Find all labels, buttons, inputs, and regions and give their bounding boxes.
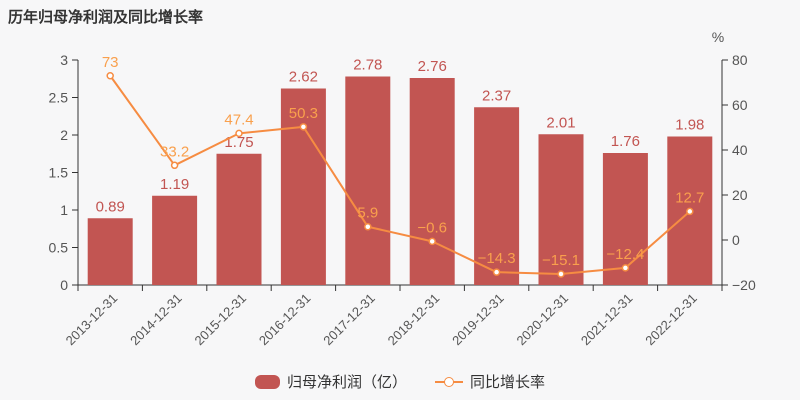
bar-value-label: 2.76 xyxy=(418,58,447,75)
legend-item-growth-rate[interactable]: 同比增长率 xyxy=(435,371,545,392)
bar[interactable] xyxy=(345,76,391,286)
line-series-swatch-icon xyxy=(435,375,463,389)
legend-label-net-profit: 归母净利润（亿） xyxy=(286,374,407,391)
left-axis-tick-label: 2.5 xyxy=(49,90,69,106)
bar-value-label: 1.76 xyxy=(611,133,640,150)
bar-series-swatch-icon xyxy=(254,374,280,389)
left-axis-tick-label: 1 xyxy=(60,202,68,218)
right-axis-unit-label: % xyxy=(712,29,724,45)
bar[interactable] xyxy=(602,153,648,285)
right-axis-tick-label: 60 xyxy=(732,97,748,113)
line-value-label: −12.4 xyxy=(606,246,644,263)
line-value-label: 73 xyxy=(102,54,119,71)
left-axis-tick-label: 2 xyxy=(60,127,68,143)
x-axis-label: 2018-12-31 xyxy=(385,291,443,349)
line-value-label: 12.7 xyxy=(675,189,704,206)
legend-label-growth-rate: 同比增长率 xyxy=(470,374,546,391)
bar[interactable] xyxy=(216,153,262,285)
line-point-marker[interactable] xyxy=(492,268,501,276)
line-value-label: 50.3 xyxy=(289,105,318,122)
bar-value-label: 2.62 xyxy=(289,69,318,86)
line-point-marker[interactable] xyxy=(428,237,436,246)
bar[interactable] xyxy=(474,107,520,285)
line-value-label: −0.6 xyxy=(417,219,447,236)
left-axis-tick-label: 1.5 xyxy=(49,165,69,181)
bar[interactable] xyxy=(87,218,133,285)
line-point-marker[interactable] xyxy=(299,123,308,131)
growth-line xyxy=(109,75,691,275)
right-axis-tick-label: 40 xyxy=(732,142,748,158)
x-axis-label: 2022-12-31 xyxy=(642,291,700,349)
line-value-label: 5.9 xyxy=(357,205,378,222)
line-point-marker[interactable] xyxy=(235,129,243,138)
left-axis-tick-label: 0.5 xyxy=(49,240,69,256)
bar-value-label: 1.98 xyxy=(675,117,704,134)
left-axis-tick-label: 3 xyxy=(60,52,68,68)
right-axis-tick-label: −20 xyxy=(732,277,756,293)
x-axis-label: 2015-12-31 xyxy=(191,291,249,349)
bar-value-label: 0.89 xyxy=(96,198,125,215)
line-value-label: 47.4 xyxy=(224,111,253,128)
left-axis-tick-label: 0 xyxy=(60,277,68,293)
right-axis-tick-label: 20 xyxy=(732,187,748,203)
bar-value-label: 2.78 xyxy=(353,57,382,74)
line-point-marker[interactable] xyxy=(557,270,565,278)
line-value-label: −14.3 xyxy=(478,250,516,267)
line-point-marker[interactable] xyxy=(170,161,179,170)
x-axis-label: 2014-12-31 xyxy=(127,291,185,349)
line-point-marker[interactable] xyxy=(106,72,114,80)
legend-item-net-profit[interactable]: 归母净利润（亿） xyxy=(254,371,407,392)
chart-legend: 归母净利润（亿） 同比增长率 xyxy=(0,371,800,392)
chart-title: 历年归母净利润及同比增长率 xyxy=(8,9,204,26)
bar-value-label: 2.37 xyxy=(482,87,511,104)
x-axis-label: 2019-12-31 xyxy=(449,291,507,349)
right-axis-tick-label: 0 xyxy=(732,232,740,248)
x-axis-label: 2016-12-31 xyxy=(256,291,314,349)
bar-value-label: 2.01 xyxy=(546,114,575,131)
line-point-marker[interactable] xyxy=(686,207,694,216)
line-point-marker[interactable] xyxy=(621,264,630,272)
bar[interactable] xyxy=(152,195,198,285)
line-point-marker[interactable] xyxy=(364,222,372,231)
x-axis-label: 2017-12-31 xyxy=(320,291,378,349)
x-axis-label: 2013-12-31 xyxy=(63,291,121,349)
bar[interactable] xyxy=(280,88,326,286)
line-value-label: 33.2 xyxy=(160,143,189,160)
right-axis-tick-label: 80 xyxy=(732,52,748,68)
x-axis-label: 2020-12-31 xyxy=(513,291,571,349)
x-axis-label: 2021-12-31 xyxy=(578,291,636,349)
bar[interactable] xyxy=(538,134,584,285)
bar-value-label: 1.19 xyxy=(160,176,189,193)
bar[interactable] xyxy=(409,78,455,285)
line-value-label: −15.1 xyxy=(542,252,580,269)
